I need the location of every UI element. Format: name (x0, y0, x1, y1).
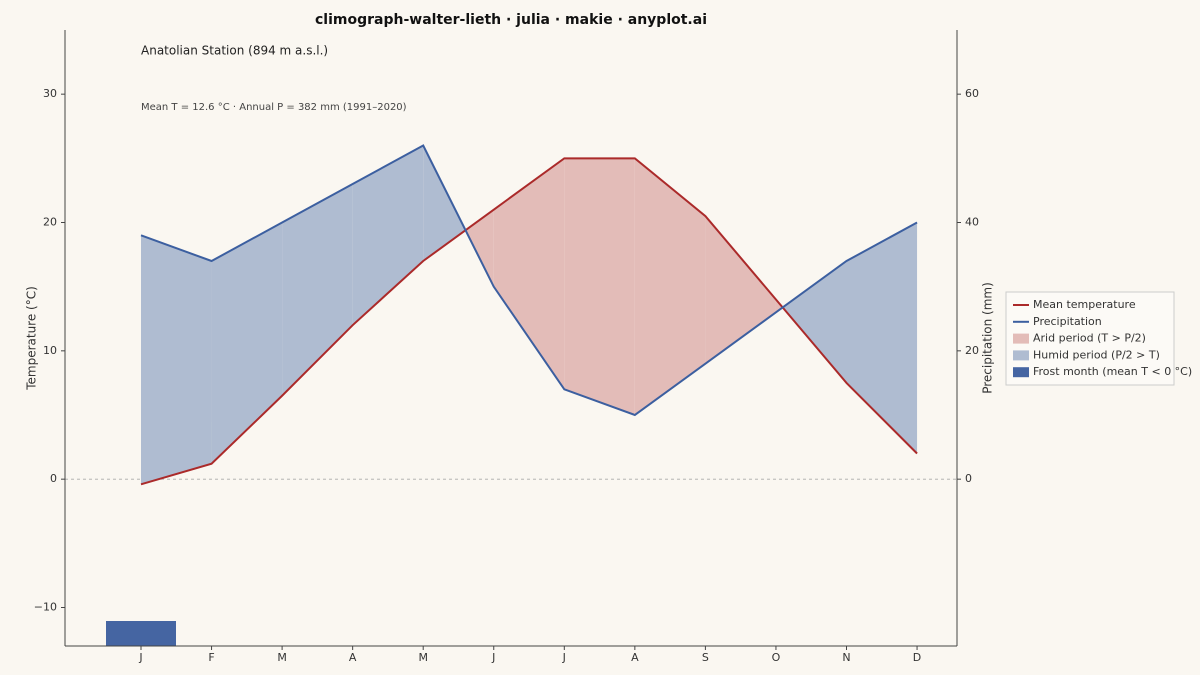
y2-tick-label: 40 (965, 216, 979, 229)
humid-area (782, 261, 847, 383)
legend-label: Humid period (P/2 > T) (1033, 348, 1160, 361)
chart-title: climograph-walter-lieth · julia · makie … (315, 12, 707, 28)
legend-label: Mean temperature (1033, 298, 1136, 311)
arid-area (564, 158, 635, 416)
temperature-line (140, 157, 918, 486)
x-tick-label: D (913, 651, 921, 664)
y2-axis-label: Precipitation (mm) (981, 282, 995, 394)
y-tick-label: −10 (34, 601, 57, 614)
y-tick-label: 30 (43, 87, 57, 100)
x-tick-label: J (491, 651, 495, 664)
arid-area (705, 216, 776, 364)
y-axis-label: Temperature (°C) (25, 286, 39, 391)
subtitle: Anatolian Station (894 m a.s.l.) (141, 44, 328, 58)
y-tick-label: 10 (43, 344, 57, 357)
x-tick-label: M (277, 651, 287, 664)
x-tick-label: S (702, 651, 709, 664)
arid-area (465, 209, 494, 287)
x-tick-label: M (418, 651, 428, 664)
x-tick-label: F (208, 651, 214, 664)
legend-swatch (1013, 350, 1029, 361)
legend-box (1005, 291, 1175, 386)
y-tick-label: 20 (43, 216, 57, 229)
y2-tick-label: 20 (965, 344, 979, 357)
x-tick-label: N (842, 651, 850, 664)
x-tick-label: O (772, 651, 781, 664)
humid-area (352, 145, 424, 326)
legend-label: Arid period (T > P/2) (1033, 332, 1146, 345)
x-tick-label: A (631, 651, 639, 664)
y2-tick-label: 60 (965, 87, 979, 100)
legend-label: Precipitation (1033, 315, 1102, 328)
frost-bar (106, 621, 176, 646)
y2-tick-label: 0 (965, 472, 972, 485)
humid-area (282, 184, 353, 396)
humid-area (423, 145, 466, 261)
legend-label: Frost month (mean T < 0 °C) (1033, 365, 1192, 378)
arid-area (493, 158, 565, 390)
x-tick-label: A (349, 651, 357, 664)
precipitation-line (140, 144, 918, 417)
x-tick-label: J (562, 651, 566, 664)
humid-area (211, 222, 283, 464)
humid-area (141, 235, 212, 485)
arid-area (634, 158, 706, 416)
legend-swatch (1013, 367, 1029, 378)
humid-area (846, 222, 918, 454)
x-tick-label: J (138, 651, 142, 664)
legend-swatch (1013, 333, 1029, 344)
annotation: Mean T = 12.6 °C · Annual P = 382 mm (19… (141, 102, 407, 113)
y-tick-label: 0 (50, 472, 57, 485)
